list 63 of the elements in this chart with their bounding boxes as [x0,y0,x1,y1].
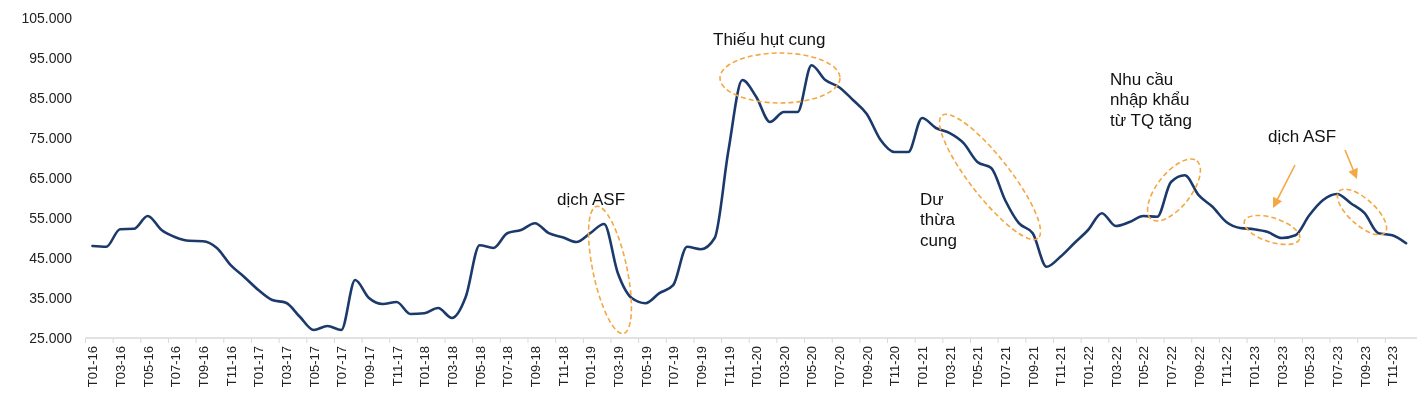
x-tick-label: T05-22 [1136,346,1152,388]
x-tick-label: T11-16 [223,346,239,387]
x-tick-label: T09-17 [361,346,377,388]
y-tick-label: 85.000 [29,89,73,106]
x-tick-label: T03-16 [113,346,129,388]
y-tick-label: 55.000 [29,209,73,226]
x-tick-label: T05-20 [804,346,820,388]
x-tick-label: T01-21 [915,346,931,388]
x-tick-label: T07-22 [1164,346,1180,388]
y-tick-label: 65.000 [29,169,73,186]
x-tick-label: T09-16 [196,346,212,388]
x-tick-label: T09-20 [859,346,875,388]
x-tick-label: T05-23 [1302,346,1318,388]
x-tick-label: T11-22 [1219,346,1235,387]
x-tick-label: T03-22 [1108,346,1124,388]
x-tick-label: T05-17 [306,346,322,388]
x-tick-label: T05-21 [970,346,986,388]
annotation: Dư thừa cung [920,190,957,250]
x-tick-label: T05-18 [472,346,488,388]
x-tick-label: T07-23 [1329,346,1345,388]
x-tick-label: T03-21 [942,346,958,388]
x-tick-label: T01-23 [1246,346,1262,388]
y-tick-label: 25.000 [29,329,73,346]
y-tick-label: 35.000 [29,289,73,306]
x-tick-label: T09-22 [1191,346,1207,388]
x-tick-label: T07-17 [334,346,350,388]
x-tick-label: T03-19 [610,346,626,388]
x-tick-label: T07-19 [666,346,682,388]
x-tick-label: T07-21 [998,346,1014,388]
y-tick-label: 95.000 [29,49,73,66]
x-tick-label: T07-16 [168,346,184,388]
x-tick-label: T11-21 [1053,346,1069,387]
x-tick-label: T01-16 [85,346,101,388]
y-tick-label: 75.000 [29,129,73,146]
annotation: dịch ASF [1268,127,1337,146]
annotation: dịch ASF [557,190,626,209]
x-tick-label: T09-18 [527,346,543,388]
x-tick-label: T01-22 [1081,346,1097,388]
x-tick-label: T05-19 [638,346,654,388]
y-tick-label: 45.000 [29,249,73,266]
x-tick-label: T07-18 [500,346,516,388]
x-tick-label: T01-19 [583,346,599,388]
annotation: Thiếu hụt cung [713,30,826,49]
x-tick-label: T11-19 [721,346,737,387]
x-tick-label: T07-20 [832,346,848,388]
x-tick-label: T03-18 [444,346,460,388]
x-tick-label: T05-16 [140,346,156,388]
x-tick-label: T03-20 [776,346,792,388]
x-tick-label: T09-23 [1357,346,1373,388]
x-tick-label: T09-19 [693,346,709,388]
x-tick-label: T03-17 [279,346,295,388]
x-tick-label: T01-20 [749,346,765,388]
x-tick-label: T11-17 [389,346,405,387]
x-tick-label: T01-17 [251,346,267,388]
line-series [91,63,1408,332]
x-tick-label: T09-21 [1025,346,1041,388]
y-tick-label: 105.000 [21,9,73,26]
x-tick-label: T01-18 [417,346,433,388]
x-tick-label: T11-20 [887,346,903,387]
annotation: Nhu cầu nhập khẩu từ TQ tăng [1110,70,1192,130]
x-tick-label: T03-23 [1274,346,1290,388]
x-tick-label: T11-18 [555,346,571,387]
x-tick-label: T11-23 [1385,346,1401,387]
